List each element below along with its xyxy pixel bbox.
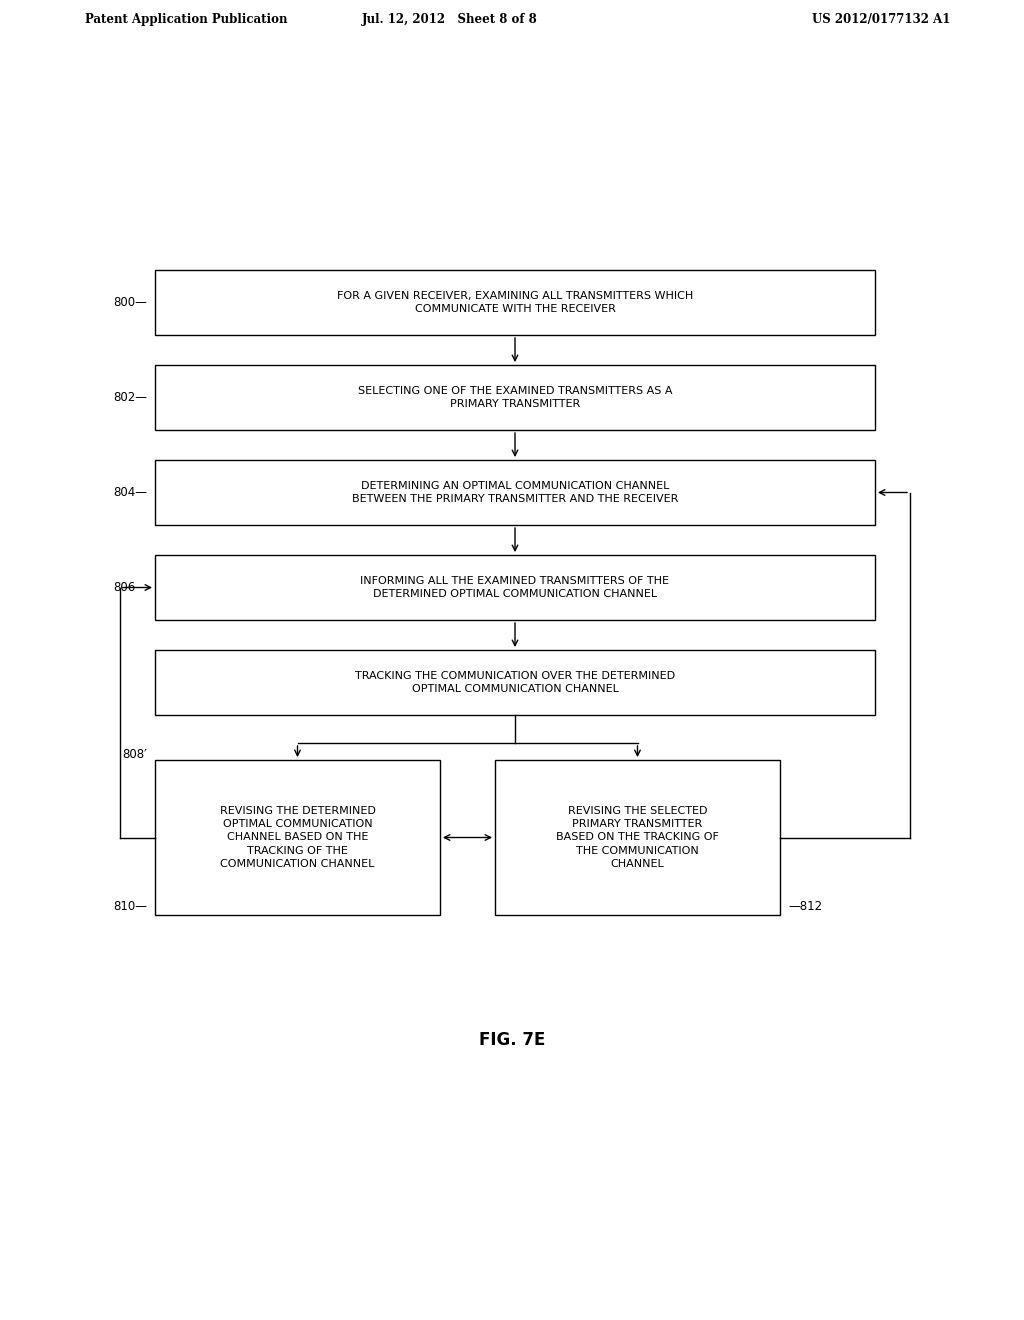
Text: 806—: 806— bbox=[113, 581, 147, 594]
Bar bbox=[155, 649, 874, 715]
Bar bbox=[155, 760, 440, 915]
Text: DETERMINING AN OPTIMAL COMMUNICATION CHANNEL
BETWEEN THE PRIMARY TRANSMITTER AND: DETERMINING AN OPTIMAL COMMUNICATION CHA… bbox=[352, 480, 678, 504]
Text: REVISING THE SELECTED
PRIMARY TRANSMITTER
BASED ON THE TRACKING OF
THE COMMUNICA: REVISING THE SELECTED PRIMARY TRANSMITTE… bbox=[556, 807, 719, 869]
Text: SELECTING ONE OF THE EXAMINED TRANSMITTERS AS A
PRIMARY TRANSMITTER: SELECTING ONE OF THE EXAMINED TRANSMITTE… bbox=[357, 385, 672, 409]
Text: FOR A GIVEN RECEIVER, EXAMINING ALL TRANSMITTERS WHICH
COMMUNICATE WITH THE RECE: FOR A GIVEN RECEIVER, EXAMINING ALL TRAN… bbox=[337, 290, 693, 314]
Text: 810—: 810— bbox=[113, 900, 147, 913]
Text: Patent Application Publication: Patent Application Publication bbox=[85, 13, 288, 26]
Bar bbox=[155, 366, 874, 430]
Text: Jul. 12, 2012   Sheet 8 of 8: Jul. 12, 2012 Sheet 8 of 8 bbox=[362, 13, 538, 26]
Text: US 2012/0177132 A1: US 2012/0177132 A1 bbox=[812, 13, 950, 26]
Text: 804—: 804— bbox=[113, 486, 147, 499]
Text: —812: —812 bbox=[788, 900, 822, 913]
Text: TRACKING THE COMMUNICATION OVER THE DETERMINED
OPTIMAL COMMUNICATION CHANNEL: TRACKING THE COMMUNICATION OVER THE DETE… bbox=[355, 671, 675, 694]
Text: FIG. 7E: FIG. 7E bbox=[479, 1031, 545, 1049]
Text: INFORMING ALL THE EXAMINED TRANSMITTERS OF THE
DETERMINED OPTIMAL COMMUNICATION : INFORMING ALL THE EXAMINED TRANSMITTERS … bbox=[360, 576, 670, 599]
Text: 802—: 802— bbox=[113, 391, 147, 404]
Bar bbox=[155, 459, 874, 525]
Bar bbox=[495, 760, 780, 915]
Text: 808′: 808′ bbox=[122, 748, 147, 762]
Text: REVISING THE DETERMINED
OPTIMAL COMMUNICATION
CHANNEL BASED ON THE
TRACKING OF T: REVISING THE DETERMINED OPTIMAL COMMUNIC… bbox=[219, 807, 376, 869]
Bar bbox=[155, 554, 874, 620]
Bar bbox=[155, 271, 874, 335]
Text: 800—: 800— bbox=[113, 296, 147, 309]
